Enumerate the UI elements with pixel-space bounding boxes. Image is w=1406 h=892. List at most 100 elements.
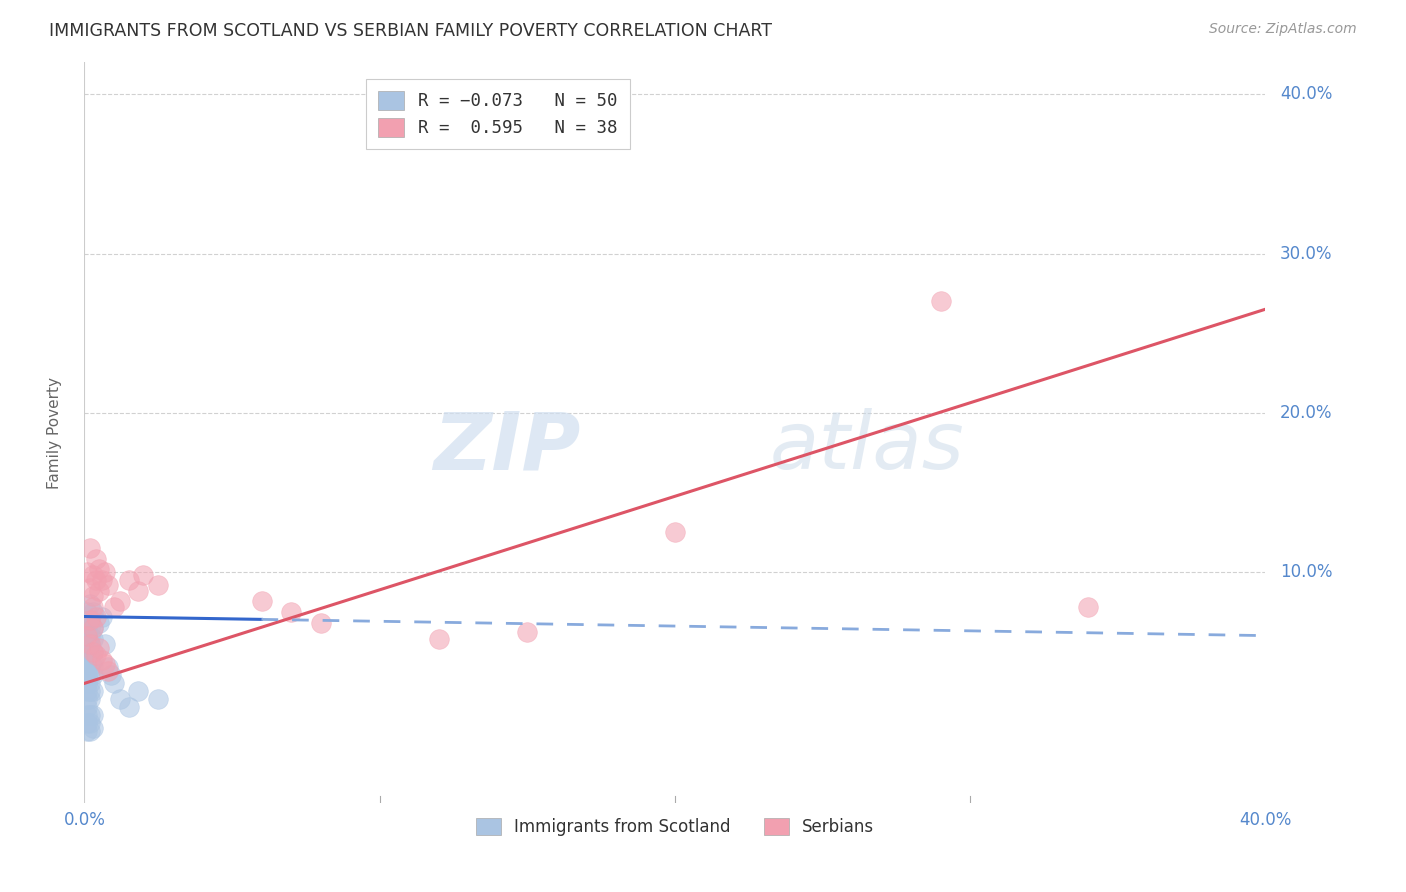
Point: [82, 684, 104, 698]
Point: [79, 613, 101, 627]
Point: [76, 565, 98, 579]
Point: [929, 294, 952, 309]
Point: [79, 581, 101, 595]
Point: [97, 660, 120, 674]
Point: [79, 621, 101, 635]
Point: [79, 652, 101, 666]
Point: [87, 584, 111, 599]
Point: [79, 716, 101, 731]
Point: [76, 676, 98, 690]
Point: [250, 593, 273, 607]
Point: [82, 599, 104, 614]
Point: [84, 573, 107, 587]
Point: [91, 573, 114, 587]
Point: [84, 609, 107, 624]
Point: [87, 641, 111, 656]
Point: [84, 552, 107, 566]
Point: [76, 637, 98, 651]
Point: [79, 676, 101, 690]
Point: [79, 692, 101, 706]
Text: Source: ZipAtlas.com: Source: ZipAtlas.com: [1209, 22, 1357, 37]
Point: [94, 637, 117, 651]
Point: [79, 644, 101, 658]
Point: [79, 597, 101, 611]
Point: [103, 676, 125, 690]
Point: [76, 692, 98, 706]
Point: [82, 652, 104, 666]
Point: [79, 668, 101, 682]
Point: [82, 644, 104, 658]
Point: [309, 615, 332, 630]
Point: [79, 637, 101, 651]
Point: [87, 615, 111, 630]
Point: [76, 652, 98, 666]
Point: [82, 660, 104, 674]
Point: [97, 577, 120, 591]
Point: [516, 625, 538, 640]
Point: [118, 573, 141, 587]
Point: [94, 565, 117, 579]
Point: [82, 621, 104, 635]
Point: [79, 629, 101, 643]
Point: [97, 664, 120, 678]
Text: 20.0%: 20.0%: [1281, 404, 1333, 422]
Point: [108, 692, 131, 706]
Point: [664, 525, 686, 540]
Point: [82, 632, 104, 646]
Point: [76, 644, 98, 658]
Point: [76, 660, 98, 674]
Text: 40.0%: 40.0%: [1281, 86, 1333, 103]
Text: 30.0%: 30.0%: [1281, 244, 1333, 262]
Text: atlas: atlas: [769, 409, 965, 486]
Point: [76, 684, 98, 698]
Point: [76, 724, 98, 739]
Point: [79, 613, 101, 627]
Point: [76, 716, 98, 731]
Point: [108, 593, 131, 607]
Point: [79, 684, 101, 698]
Point: [82, 589, 104, 603]
Text: IMMIGRANTS FROM SCOTLAND VS SERBIAN FAMILY POVERTY CORRELATION CHART: IMMIGRANTS FROM SCOTLAND VS SERBIAN FAMI…: [49, 22, 772, 40]
Point: [127, 684, 149, 698]
Point: [76, 629, 98, 643]
Point: [91, 652, 114, 666]
Point: [76, 621, 98, 635]
Point: [94, 657, 117, 672]
Point: [79, 660, 101, 674]
Point: [76, 605, 98, 619]
Point: [82, 721, 104, 735]
Point: [79, 637, 101, 651]
Legend: Immigrants from Scotland, Serbians: Immigrants from Scotland, Serbians: [465, 808, 884, 847]
Point: [280, 605, 302, 619]
Text: 10.0%: 10.0%: [1281, 563, 1333, 581]
Text: Family Poverty: Family Poverty: [48, 376, 62, 489]
Text: ZIP: ZIP: [433, 409, 581, 486]
Point: [103, 599, 125, 614]
Point: [84, 648, 107, 662]
Point: [82, 621, 104, 635]
Point: [82, 605, 104, 619]
Point: [79, 724, 101, 739]
Point: [118, 700, 141, 714]
Point: [87, 562, 111, 576]
Point: [148, 692, 170, 706]
Point: [1077, 599, 1099, 614]
Point: [76, 708, 98, 723]
Point: [427, 632, 450, 646]
Point: [76, 700, 98, 714]
Point: [148, 577, 170, 591]
Point: [100, 668, 122, 682]
Point: [79, 708, 101, 723]
Point: [132, 568, 155, 582]
Point: [91, 609, 114, 624]
Point: [127, 584, 149, 599]
Point: [79, 541, 101, 555]
Point: [76, 629, 98, 643]
Text: 0.0%: 0.0%: [63, 811, 105, 829]
Point: [82, 708, 104, 723]
Point: [82, 568, 104, 582]
Point: [82, 668, 104, 682]
Point: [76, 668, 98, 682]
Point: [82, 644, 104, 658]
Text: 40.0%: 40.0%: [1239, 811, 1292, 829]
